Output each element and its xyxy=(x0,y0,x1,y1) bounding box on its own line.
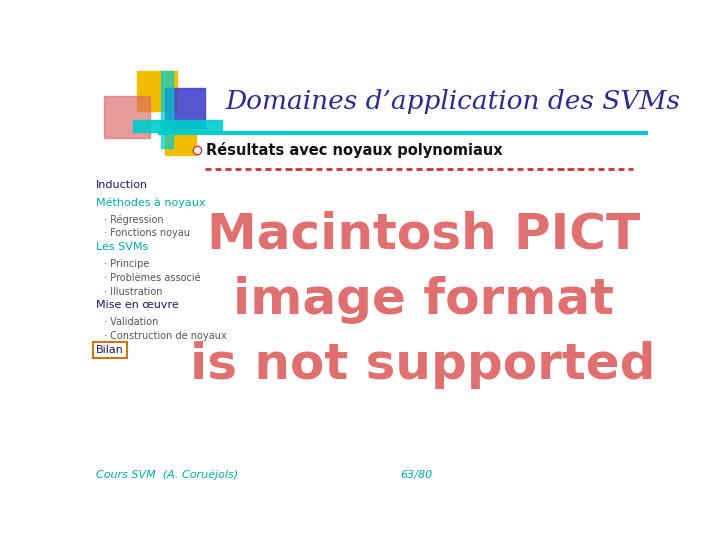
Text: Bilan: Bilan xyxy=(96,345,124,355)
Text: · Construction de noyaux: · Construction de noyaux xyxy=(104,331,227,341)
Text: · Régression: · Régression xyxy=(104,214,163,225)
Text: · Validation: · Validation xyxy=(104,318,158,327)
Bar xyxy=(161,71,173,148)
Text: Induction: Induction xyxy=(96,180,148,190)
Text: Macintosh PICT: Macintosh PICT xyxy=(207,210,640,258)
Text: · Fonctions noyau: · Fonctions noyau xyxy=(104,228,190,238)
Text: · Principe: · Principe xyxy=(104,259,149,269)
Bar xyxy=(104,96,150,138)
Text: Les SVMs: Les SVMs xyxy=(96,242,148,252)
Text: 63/80: 63/80 xyxy=(400,470,432,480)
Bar xyxy=(165,88,205,128)
Text: · Problèmes associé: · Problèmes associé xyxy=(104,273,201,283)
Text: Domaines d’application des SVMs: Domaines d’application des SVMs xyxy=(225,89,680,114)
Bar xyxy=(165,128,196,155)
Text: is not supported: is not supported xyxy=(191,341,656,389)
Bar xyxy=(132,120,222,132)
Bar xyxy=(137,71,177,111)
Text: · Illustration: · Illustration xyxy=(104,287,163,296)
Text: Mise en œuvre: Mise en œuvre xyxy=(96,300,179,310)
Text: image format: image format xyxy=(233,275,613,323)
Text: Résultats avec noyaux polynomiaux: Résultats avec noyaux polynomiaux xyxy=(206,141,503,158)
Text: Cours SVM  (A. Coruéjols): Cours SVM (A. Coruéjols) xyxy=(96,470,238,480)
Text: Méthodes à noyaux: Méthodes à noyaux xyxy=(96,197,206,208)
